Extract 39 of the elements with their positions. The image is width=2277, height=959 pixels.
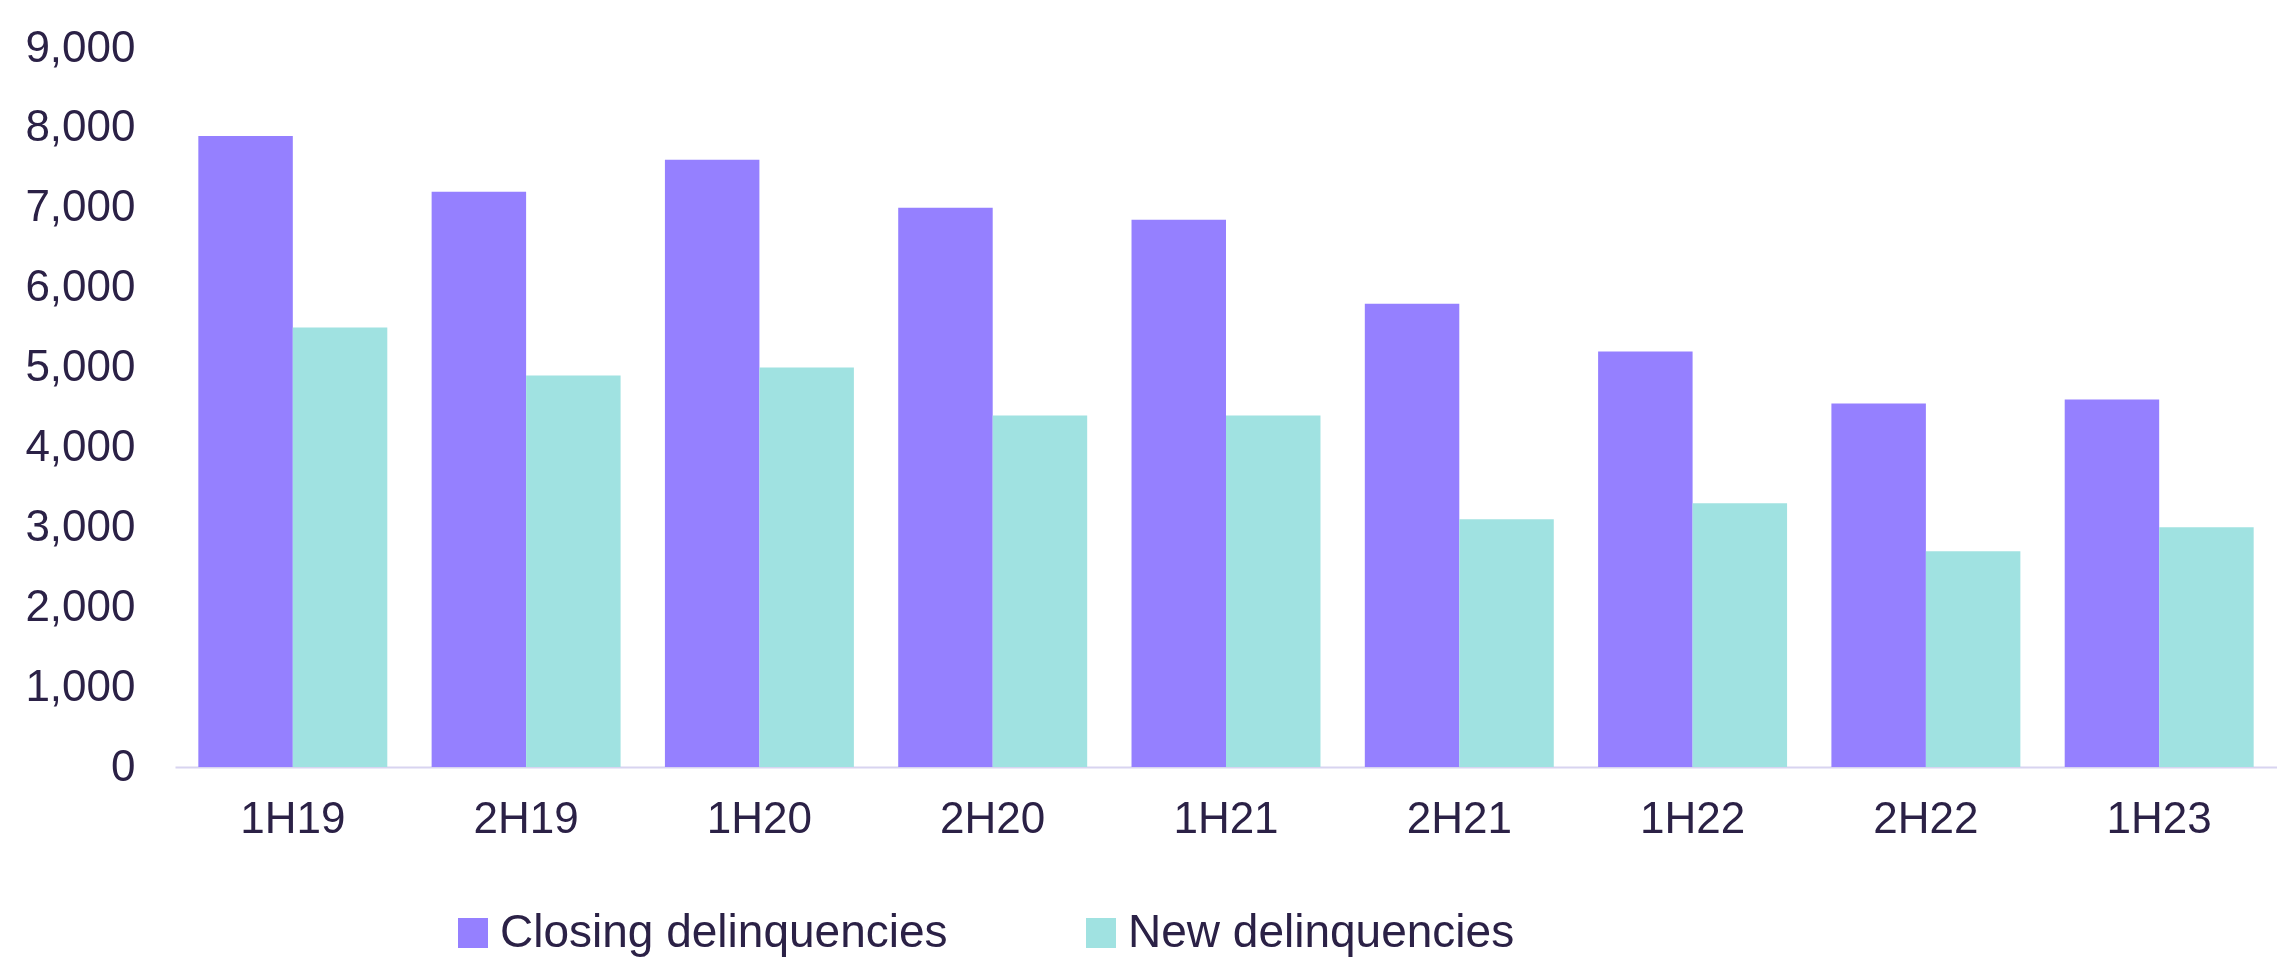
y-tick-label: 3,000: [25, 500, 136, 550]
bar: [992, 415, 1088, 767]
x-tick-label: 2H21: [1406, 792, 1512, 842]
y-tick-label: 2,000: [25, 580, 136, 630]
x-tick-label: 1H23: [2106, 792, 2212, 842]
bar: [2159, 527, 2254, 767]
bar: [1925, 551, 2021, 767]
x-tick-label: 2H19: [473, 792, 579, 842]
bar: [1831, 403, 1926, 767]
y-tick-label: 9,000: [25, 21, 136, 71]
bar: [664, 159, 760, 767]
y-tick-label: 1,000: [25, 660, 136, 710]
bar: [1459, 519, 1554, 767]
bar: [431, 191, 527, 767]
legend-label: New delinquencies: [1128, 905, 1515, 957]
bar: [2064, 399, 2160, 767]
y-tick-label: 6,000: [25, 261, 136, 311]
legend-label: Closing delinquencies: [500, 905, 948, 957]
x-tick-label: 1H20: [706, 792, 812, 842]
y-tick-label: 5,000: [25, 341, 136, 391]
bar: [198, 135, 293, 767]
bar: [1131, 219, 1226, 767]
x-tick-label: 2H20: [940, 792, 1046, 842]
x-tick-label: 2H22: [1873, 792, 1979, 842]
y-tick-label: 4,000: [25, 420, 136, 470]
bar: [292, 327, 388, 767]
bar: [898, 207, 993, 767]
y-tick-label: 7,000: [25, 181, 136, 231]
x-tick-label: 1H19: [240, 792, 346, 842]
y-tick-label: 0: [111, 740, 136, 790]
y-tick-label: 8,000: [25, 101, 136, 151]
bar: [1598, 351, 1693, 767]
bar: [1364, 303, 1460, 767]
bar: [1226, 415, 1321, 767]
bar: [526, 375, 621, 767]
bar: [759, 367, 854, 767]
x-tick-label: 1H22: [1640, 792, 1746, 842]
bar: [1692, 503, 1788, 767]
x-tick-label: 1H21: [1173, 792, 1279, 842]
